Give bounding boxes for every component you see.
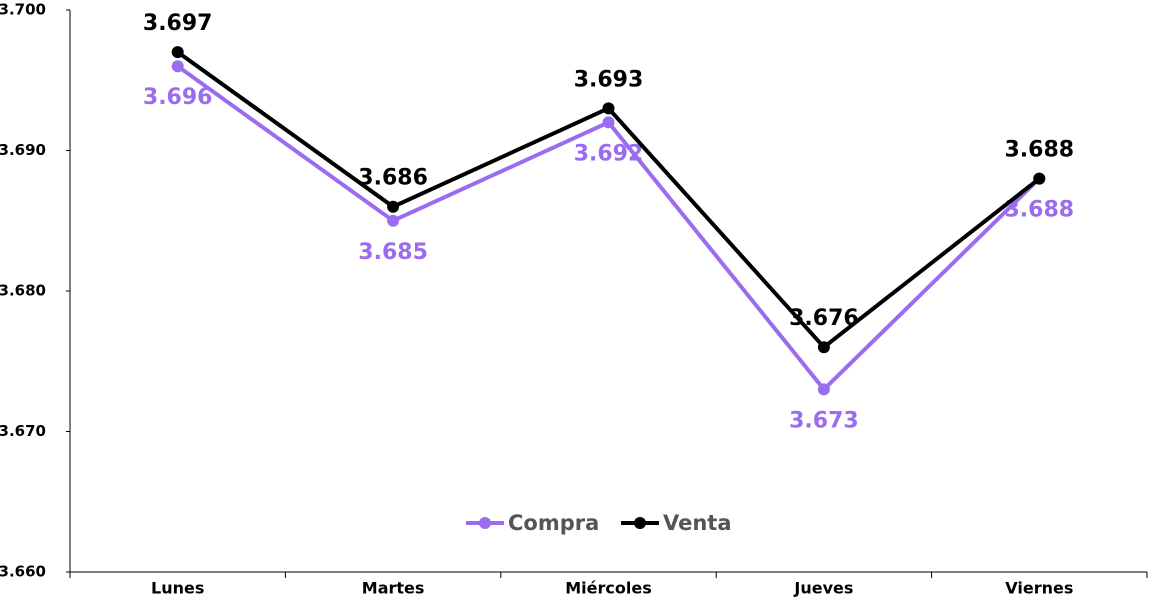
point [387, 214, 400, 227]
point [387, 200, 400, 213]
legend-label: Venta [663, 511, 732, 535]
x-tick-label: Viernes [1005, 579, 1073, 598]
data-label: 3.673 [789, 408, 859, 433]
x-tick-label: Miércoles [565, 579, 651, 598]
data-label: 3.693 [574, 67, 644, 92]
y-tick-label: 3.670 [0, 422, 46, 440]
point [602, 102, 615, 115]
data-label: 3.686 [358, 166, 428, 191]
data-label: 3.696 [143, 85, 213, 110]
point [171, 60, 184, 73]
x-tick-label: Martes [362, 579, 425, 598]
data-label: 3.688 [1005, 198, 1075, 223]
x-tick-label: Jueves [793, 579, 853, 598]
y-tick-label: 3.690 [0, 141, 46, 159]
data-label: 3.685 [358, 240, 428, 265]
data-label: 3.697 [143, 11, 213, 36]
point [171, 46, 184, 59]
x-tick-label: Lunes [151, 579, 204, 598]
y-tick-label: 3.700 [0, 1, 46, 19]
data-label: 3.688 [1005, 138, 1075, 163]
legend-marker [479, 517, 491, 529]
point [817, 383, 830, 396]
data-label: 3.676 [789, 306, 859, 331]
point [817, 341, 830, 354]
y-tick-label: 3.660 [0, 563, 46, 581]
series-line [176, 64, 1041, 393]
y-tick-label: 3.680 [0, 282, 46, 300]
legend-marker [634, 517, 646, 529]
data-label: 3.692 [574, 141, 644, 166]
point [602, 116, 615, 129]
legend-label: Compra [508, 511, 599, 535]
point [1033, 172, 1046, 185]
